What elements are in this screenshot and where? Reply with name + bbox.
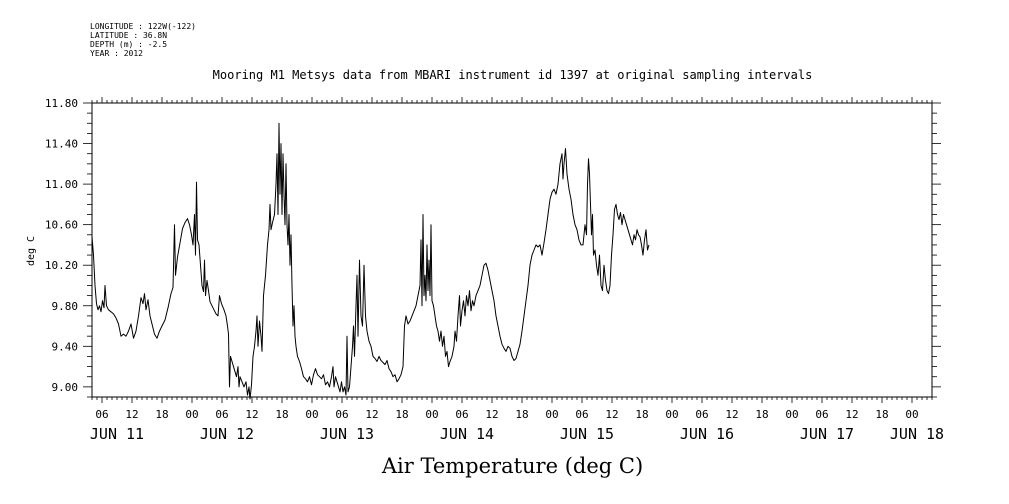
x-hour-tick-label: 00 bbox=[665, 408, 678, 421]
x-day-label: JUN 15 bbox=[560, 425, 614, 443]
x-day-label: JUN 13 bbox=[320, 425, 374, 443]
y-axis-label: deg C bbox=[26, 236, 37, 266]
y-tick-label: 11.00 bbox=[45, 178, 78, 191]
y-tick-label: 10.20 bbox=[45, 259, 78, 272]
x-day-label: JUN 17 bbox=[800, 425, 854, 443]
x-hour-tick-label: 06 bbox=[695, 408, 708, 421]
x-hour-tick-label: 06 bbox=[95, 408, 108, 421]
x-day-label: JUN 16 bbox=[680, 425, 734, 443]
chart-axes bbox=[91, 102, 933, 398]
metadata-block: LONGITUDE : 122W(-122) LATITUDE : 36.8N … bbox=[90, 22, 196, 58]
x-hour-tick-label: 12 bbox=[845, 408, 858, 421]
x-hour-tick-label: 00 bbox=[425, 408, 438, 421]
chart-ticks bbox=[83, 97, 941, 403]
x-hour-tick-label: 18 bbox=[635, 408, 648, 421]
x-hour-tick-label: 00 bbox=[905, 408, 918, 421]
x-hour-tick-label: 18 bbox=[755, 408, 768, 421]
y-tick-label: 11.80 bbox=[45, 97, 78, 110]
x-hour-tick-label: 06 bbox=[575, 408, 588, 421]
depth-text: DEPTH (m) : -2.5 bbox=[90, 40, 168, 49]
x-hour-tick-label: 12 bbox=[245, 408, 258, 421]
x-hour-tick-label: 18 bbox=[875, 408, 888, 421]
y-tick-label: 10.60 bbox=[45, 219, 78, 232]
x-hour-tick-label: 12 bbox=[725, 408, 738, 421]
x-hour-tick-label: 18 bbox=[275, 408, 288, 421]
x-hour-tick-label: 06 bbox=[335, 408, 348, 421]
x-day-label: JUN 11 bbox=[90, 425, 144, 443]
x-hour-tick-label: 12 bbox=[365, 408, 378, 421]
x-hour-tick-label: 00 bbox=[185, 408, 198, 421]
x-day-label: JUN 14 bbox=[440, 425, 494, 443]
x-hour-tick-label: 00 bbox=[545, 408, 558, 421]
x-hour-tick-label: 00 bbox=[785, 408, 798, 421]
x-hour-tick-label: 06 bbox=[815, 408, 828, 421]
year-text: YEAR : 2012 bbox=[90, 49, 143, 58]
chart-series bbox=[91, 122, 650, 400]
y-tick-label: 11.40 bbox=[45, 138, 78, 151]
x-hour-tick-label: 06 bbox=[455, 408, 468, 421]
series-line bbox=[91, 122, 650, 400]
x-day-label: JUN 12 bbox=[200, 425, 254, 443]
y-tick-label: 9.80 bbox=[52, 300, 79, 313]
y-tick-label: 9.40 bbox=[52, 340, 79, 353]
y-tick-label: 9.00 bbox=[52, 381, 79, 394]
chart-tick-labels: 06 12 18 00 06 12 18 00 06 12 18 00 06 12 18 00 06 12 18 00… bbox=[45, 97, 944, 443]
latitude-text: LATITUDE : 36.8N bbox=[90, 31, 168, 40]
x-hour-tick-label: 12 bbox=[125, 408, 138, 421]
x-hour-tick-label: 06 bbox=[215, 408, 228, 421]
x-hour-tick-label: 12 bbox=[605, 408, 618, 421]
x-hour-tick-label: 00 bbox=[305, 408, 318, 421]
x-axis-label: Air Temperature (deg C) bbox=[381, 454, 644, 478]
x-day-label: JUN 18 bbox=[890, 425, 944, 443]
chart-title: Mooring M1 Metsys data from MBARI instru… bbox=[212, 68, 813, 82]
x-hour-tick-label: 18 bbox=[155, 408, 168, 421]
plot-frame bbox=[91, 102, 933, 398]
x-hour-tick-label: 18 bbox=[515, 408, 528, 421]
longitude-text: LONGITUDE : 122W(-122) bbox=[90, 22, 196, 31]
x-hour-tick-label: 12 bbox=[485, 408, 498, 421]
x-hour-tick-label: 18 bbox=[395, 408, 408, 421]
